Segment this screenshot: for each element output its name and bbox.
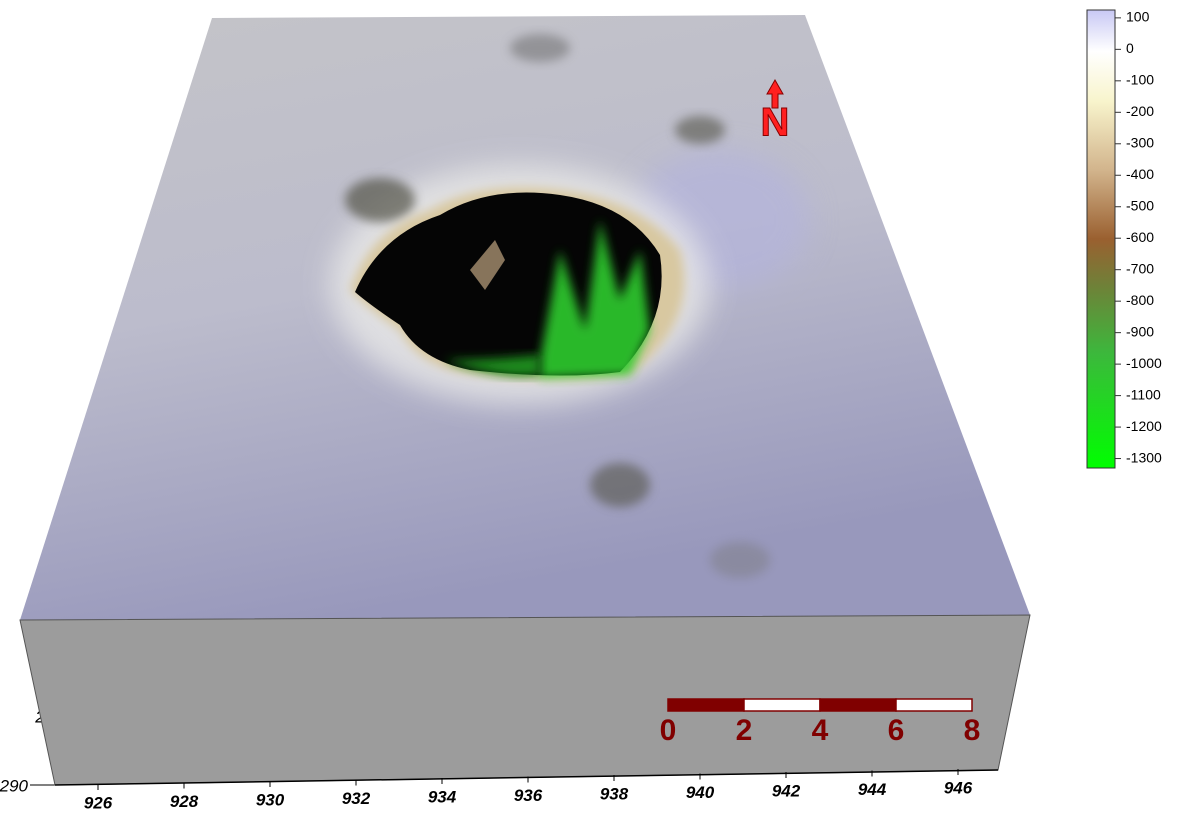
- colorbar-label: -1000: [1126, 355, 1162, 371]
- colorbar-label: -1100: [1126, 386, 1161, 402]
- colorbar-label: -700: [1126, 260, 1154, 276]
- x-tick-label: 928: [170, 792, 199, 811]
- x-tick-label: 946: [944, 778, 973, 797]
- x-tick-label: 940: [686, 783, 715, 802]
- scale-label: 4: [812, 714, 829, 747]
- x-tick-label: 930: [256, 790, 285, 809]
- surface: [20, 15, 1030, 620]
- colorbar-label: -800: [1126, 292, 1154, 308]
- scale-segment: [896, 699, 972, 711]
- colorbar-label: 100: [1126, 9, 1150, 25]
- x-tick-label: 934: [428, 787, 457, 806]
- colorbar-ticks: 100 0 -100 -200 -300 -400 -500 -600 -700 -800 -900…: [1115, 9, 1162, 466]
- colorbar-label: -600: [1126, 229, 1154, 245]
- colorbar-label: -200: [1126, 103, 1154, 119]
- north-label: N: [761, 101, 790, 145]
- colorbar-label: -400: [1126, 166, 1154, 182]
- scale-segment: [820, 699, 896, 711]
- colorbar-label: -300: [1126, 134, 1154, 150]
- x-tick-label: 936: [514, 786, 543, 805]
- colorbar-label: -1300: [1126, 449, 1162, 465]
- colorbar-label: -1200: [1126, 418, 1162, 434]
- x-tick-label: 944: [858, 780, 887, 799]
- scale-segment: [744, 699, 820, 711]
- colorbar-label: -900: [1126, 323, 1154, 339]
- scale-label: 2: [736, 714, 753, 747]
- y-axis-label: 290: [0, 776, 29, 795]
- colorbar: [1087, 10, 1115, 468]
- scale-label: 6: [888, 714, 905, 747]
- x-tick-label: 942: [772, 781, 801, 800]
- scale-segment: [668, 699, 744, 711]
- x-tick-label: 932: [342, 789, 371, 808]
- map-view: 2 290 926 928 930 932 934 936 938 940 942 944 946 0…: [0, 0, 1179, 816]
- scale-label: 8: [964, 714, 981, 747]
- colorbar-label: -500: [1126, 197, 1154, 213]
- x-tick-label: 926: [84, 793, 113, 812]
- scale-label: 0: [660, 714, 677, 747]
- colorbar-label: -100: [1126, 72, 1154, 88]
- colorbar-label: 0: [1126, 40, 1134, 56]
- x-tick-label: 938: [600, 784, 629, 803]
